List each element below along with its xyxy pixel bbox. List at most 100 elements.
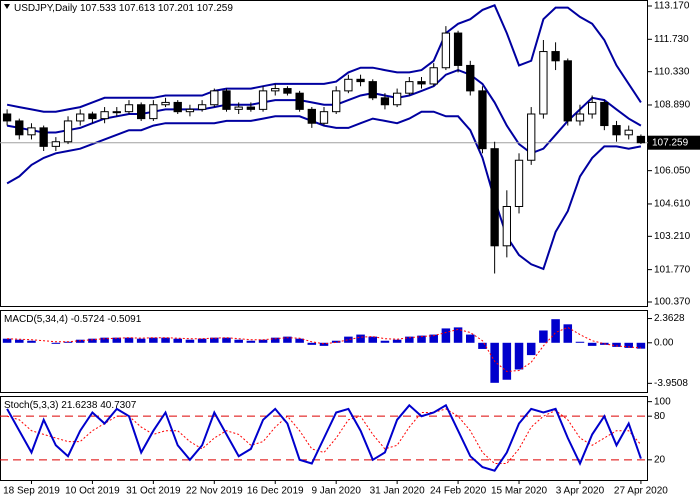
macd-bar (270, 337, 280, 343)
x-tick-label: 3 Apr 2020 (556, 486, 605, 497)
macd-bar (441, 328, 451, 343)
candle-body (441, 32, 451, 69)
candle-body (392, 92, 402, 106)
candle-body (185, 108, 195, 113)
candle-body (76, 113, 85, 122)
candle-body (466, 64, 475, 92)
macd-bar (197, 338, 207, 343)
candle-body (307, 108, 316, 124)
macd-bar (246, 340, 256, 343)
macd-bar (27, 340, 36, 343)
macd-bar (136, 338, 146, 343)
candle-body (295, 92, 304, 110)
macd-bar (392, 339, 402, 343)
candle-body (514, 159, 524, 207)
y-tick-label: 100.370 (654, 297, 691, 308)
macd-bar (75, 339, 85, 343)
candle-body (344, 78, 353, 92)
macd-bar (331, 340, 341, 343)
x-tick-label: 9 Jan 2020 (311, 486, 361, 497)
candle-body (112, 111, 121, 114)
candle-body (271, 88, 280, 92)
candle-body (380, 97, 390, 106)
candle-body (636, 135, 646, 144)
macd-bar (526, 342, 536, 356)
x-tick-label: 16 Dec 2019 (247, 486, 304, 497)
x-tick-label: 31 Oct 2019 (126, 486, 181, 497)
x-tick-label: 10 Oct 2019 (65, 486, 120, 497)
candle-body (39, 127, 48, 147)
bollinger-lower (6, 110, 642, 271)
candle-body (539, 51, 548, 115)
candle-body (319, 111, 329, 124)
macd-bar (478, 342, 487, 349)
macd-bar (563, 324, 573, 343)
y-tick-label: 104.610 (654, 199, 691, 210)
macd-bar (502, 342, 512, 380)
candle-body (624, 129, 633, 136)
x-tick-label: 22 Nov 2019 (186, 486, 243, 497)
x-tick-label: 31 Jan 2020 (370, 486, 425, 497)
y-tick-label: 101.770 (654, 264, 691, 275)
candle-body (161, 101, 170, 106)
macd-bar (417, 335, 426, 343)
candle-body (563, 60, 572, 122)
candle-body (27, 127, 36, 136)
candle-body (258, 90, 268, 110)
candle-body (417, 81, 426, 85)
candle-body (210, 90, 219, 106)
macd-bar (319, 342, 329, 346)
macd-bar (380, 340, 390, 343)
macd-bar (344, 336, 353, 343)
candle-body (551, 51, 560, 62)
macd-bar (587, 342, 597, 346)
candle-body (173, 101, 182, 113)
macd-bar (295, 338, 304, 343)
macd-bar (636, 342, 646, 349)
macd-header: MACD(5,34,4) -0.5724 -0.5091 (4, 314, 142, 325)
macd-signal (7, 326, 641, 373)
candle-body (600, 101, 609, 127)
candle-body (149, 104, 158, 120)
macd-bar (124, 337, 134, 343)
candle-body (612, 125, 621, 136)
candle-body (51, 141, 61, 147)
macd-bar (405, 336, 414, 343)
price-panel (0, 0, 648, 307)
x-tick-label: 15 Mar 2020 (491, 486, 548, 497)
candle-body (587, 101, 597, 115)
candle-body (405, 81, 414, 94)
y-tick-label: 113.170 (654, 1, 690, 12)
macd-bar (283, 336, 292, 343)
candle-body (63, 120, 73, 143)
symbol-icon (4, 4, 10, 9)
candle-body (332, 90, 341, 113)
macd-bar (112, 337, 122, 343)
macd-bar (551, 319, 560, 343)
macd-bar (539, 330, 548, 343)
macd-bar (2, 338, 12, 343)
macd-bar (465, 334, 475, 343)
candle-body (246, 106, 256, 110)
x-tick-label: 24 Feb 2020 (430, 486, 487, 497)
macd-bar (173, 338, 183, 343)
y-tick-label: 108.890 (654, 100, 691, 111)
stoch-header: Stoch(5,3,3) 21.6238 40.7307 (4, 400, 137, 411)
candle-body (283, 88, 292, 94)
candle-body (100, 111, 109, 120)
macd-bar (514, 342, 524, 370)
macd-bar (88, 338, 97, 343)
x-tick-label: 27 Apr 2020 (614, 486, 668, 497)
candle-body (502, 205, 511, 247)
macd-bar (15, 339, 24, 343)
macd-bar (624, 342, 633, 348)
candle-body (197, 104, 207, 110)
candle-body (575, 113, 585, 122)
macd-bar (222, 337, 231, 343)
price-label-bg (648, 135, 700, 150)
macd-bar (234, 339, 243, 343)
macd-bar (149, 337, 158, 343)
candle-body (88, 113, 97, 120)
y-tick-label: 20 (654, 454, 666, 465)
